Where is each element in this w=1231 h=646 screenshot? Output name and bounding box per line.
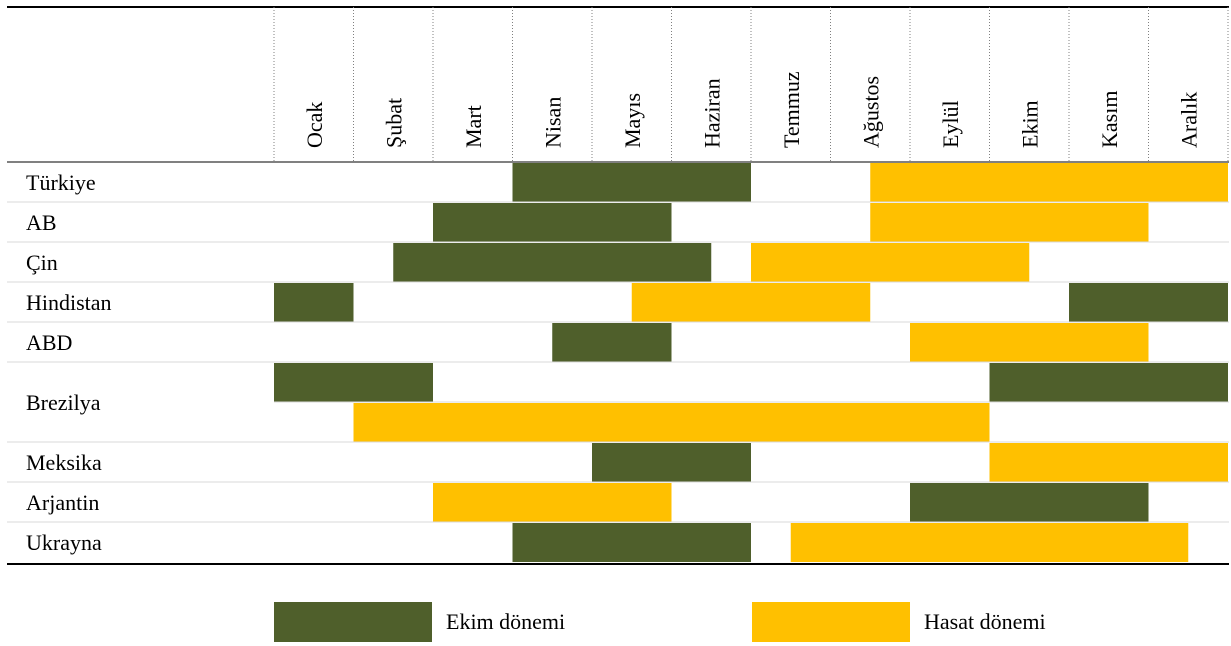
legend-label-hasat: Hasat dönemi [924,609,1046,634]
country-label: Brezilya [26,390,101,415]
country-label: ABD [26,330,72,355]
bar-hasat [870,163,1228,202]
bar-ekim [910,483,1149,522]
bar-hasat [910,323,1149,362]
bar-hasat [433,483,672,522]
country-label: Türkiye [26,170,96,195]
month-label: Mart [461,105,486,148]
country-label: Arjantin [26,490,99,515]
bar-ekim [1069,283,1228,322]
month-label: Aralık [1176,92,1201,148]
country-label: Meksika [26,450,102,475]
country-label: Çin [26,250,58,275]
bar-hasat [353,403,990,442]
month-label: Nisan [540,97,565,148]
legend-ekim: Ekim dönemi [274,602,565,642]
month-label: Ağustos [858,76,883,148]
bar-hasat [989,443,1228,482]
month-label: Şubat [381,98,406,148]
bar-ekim [592,443,751,482]
bar-ekim [512,523,751,562]
month-label: Mayıs [620,93,645,148]
country-label: Ukrayna [26,530,102,555]
bar-hasat [870,203,1149,242]
bar-ekim [433,203,672,242]
bar-ekim [274,363,433,402]
bar-ekim [274,283,354,322]
legend-label-ekim: Ekim dönemi [446,609,566,634]
country-label: Hindistan [26,290,112,315]
month-label: Temmuz [779,71,804,148]
bar-ekim [552,323,672,362]
legend-hasat: Hasat dönemi [752,602,1046,642]
bar-ekim [512,163,751,202]
month-label: Kasım [1097,91,1122,148]
month-label: Eylül [938,100,963,148]
bar-hasat [790,523,1189,562]
country-label: AB [26,210,57,235]
month-label: Ocak [302,102,327,148]
legend-swatch-ekim [274,602,432,642]
bar-ekim [393,243,712,282]
crop-calendar-chart: Ocak Şubat Mart Nisan Mayıs Haziran Temmuz Ağus… [7,6,1229,565]
month-label: Haziran [699,78,724,148]
bar-hasat [751,243,1030,282]
bar-ekim [989,363,1228,402]
month-label: Ekim [1017,100,1042,148]
legend-swatch-hasat [752,602,910,642]
bar-hasat [631,283,871,322]
